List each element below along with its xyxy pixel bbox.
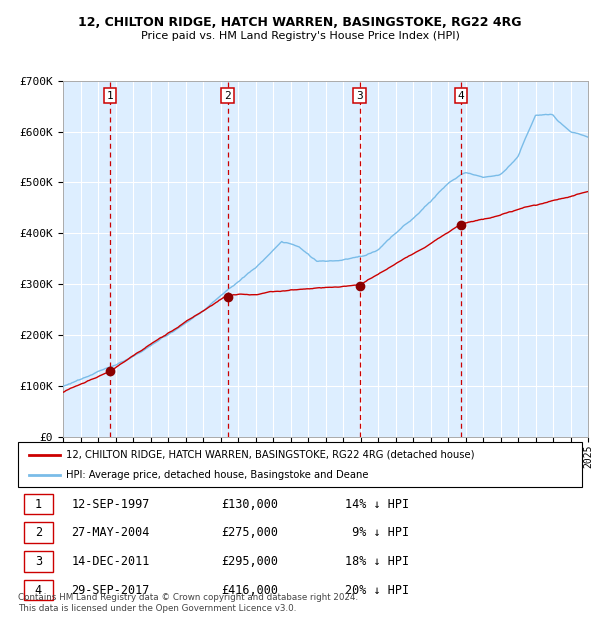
Text: £275,000: £275,000 bbox=[221, 526, 278, 539]
Text: 14% ↓ HPI: 14% ↓ HPI bbox=[345, 498, 409, 511]
Text: Price paid vs. HM Land Registry's House Price Index (HPI): Price paid vs. HM Land Registry's House … bbox=[140, 31, 460, 41]
Text: 2: 2 bbox=[224, 91, 231, 100]
Text: Contains HM Land Registry data © Crown copyright and database right 2024.
This d: Contains HM Land Registry data © Crown c… bbox=[18, 593, 358, 613]
Text: 18% ↓ HPI: 18% ↓ HPI bbox=[345, 555, 409, 568]
Text: £416,000: £416,000 bbox=[221, 583, 278, 596]
FancyBboxPatch shape bbox=[23, 494, 53, 515]
Text: 20% ↓ HPI: 20% ↓ HPI bbox=[345, 583, 409, 596]
FancyBboxPatch shape bbox=[23, 580, 53, 601]
Text: 1: 1 bbox=[35, 498, 42, 511]
Text: 12-SEP-1997: 12-SEP-1997 bbox=[71, 498, 150, 511]
Text: 3: 3 bbox=[35, 555, 42, 568]
Text: HPI: Average price, detached house, Basingstoke and Deane: HPI: Average price, detached house, Basi… bbox=[66, 470, 368, 480]
Text: 3: 3 bbox=[356, 91, 363, 100]
FancyBboxPatch shape bbox=[23, 523, 53, 543]
FancyBboxPatch shape bbox=[23, 551, 53, 572]
Text: 14-DEC-2011: 14-DEC-2011 bbox=[71, 555, 150, 568]
Text: 2: 2 bbox=[35, 526, 42, 539]
Text: £295,000: £295,000 bbox=[221, 555, 278, 568]
Text: 12, CHILTON RIDGE, HATCH WARREN, BASINGSTOKE, RG22 4RG: 12, CHILTON RIDGE, HATCH WARREN, BASINGS… bbox=[78, 17, 522, 29]
Text: 4: 4 bbox=[458, 91, 464, 100]
Text: 27-MAY-2004: 27-MAY-2004 bbox=[71, 526, 150, 539]
Text: 29-SEP-2017: 29-SEP-2017 bbox=[71, 583, 150, 596]
FancyBboxPatch shape bbox=[18, 442, 582, 487]
Text: 4: 4 bbox=[35, 583, 42, 596]
Text: £130,000: £130,000 bbox=[221, 498, 278, 511]
Text: 9% ↓ HPI: 9% ↓ HPI bbox=[345, 526, 409, 539]
Text: 12, CHILTON RIDGE, HATCH WARREN, BASINGSTOKE, RG22 4RG (detached house): 12, CHILTON RIDGE, HATCH WARREN, BASINGS… bbox=[66, 450, 475, 459]
Text: 1: 1 bbox=[107, 91, 113, 100]
